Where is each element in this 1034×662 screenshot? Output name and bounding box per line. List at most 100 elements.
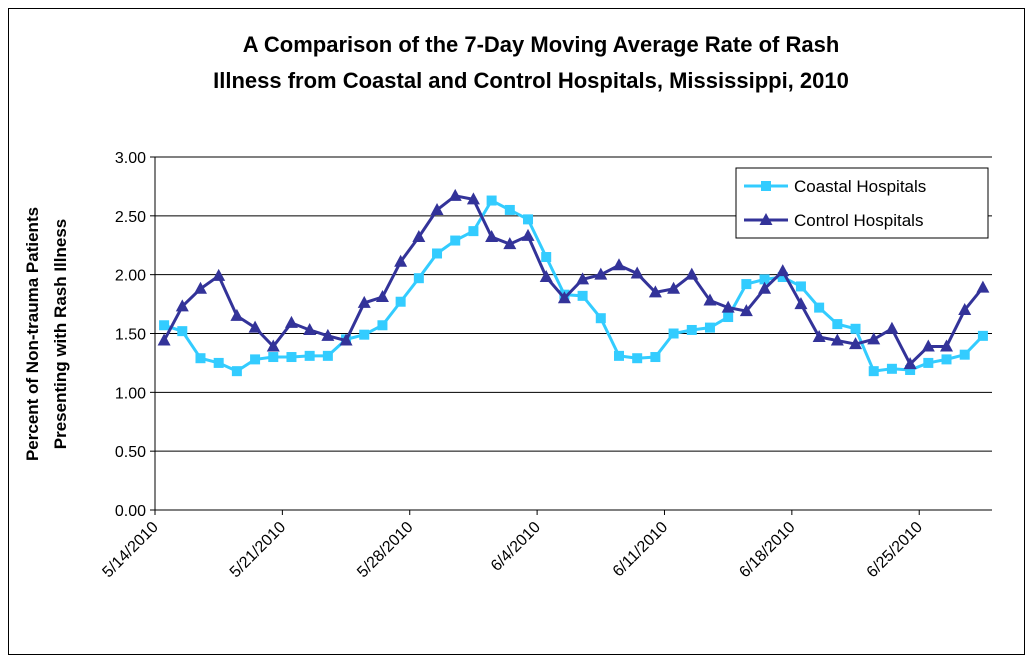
marker xyxy=(413,273,424,284)
marker xyxy=(923,357,934,368)
marker xyxy=(521,228,535,241)
marker xyxy=(466,192,480,205)
marker xyxy=(375,290,389,303)
marker xyxy=(450,235,461,246)
marker xyxy=(503,237,517,250)
marker xyxy=(284,315,298,328)
marker xyxy=(959,349,970,360)
marker xyxy=(577,290,588,301)
marker xyxy=(286,352,297,363)
marker xyxy=(830,333,844,346)
marker xyxy=(157,333,171,346)
chart-title: Illness from Coastal and Control Hospita… xyxy=(213,68,849,93)
marker xyxy=(976,280,990,293)
marker xyxy=(776,264,790,277)
marker xyxy=(195,353,206,364)
marker xyxy=(322,350,333,361)
marker xyxy=(486,195,497,206)
marker xyxy=(758,281,772,294)
marker xyxy=(849,337,863,350)
marker xyxy=(395,296,406,307)
marker xyxy=(412,230,426,243)
marker xyxy=(777,272,788,283)
legend-label: Control Hospitals xyxy=(794,211,923,230)
marker xyxy=(485,230,499,243)
marker xyxy=(886,363,897,374)
marker xyxy=(230,308,244,321)
marker xyxy=(885,321,899,334)
marker xyxy=(759,274,770,285)
marker xyxy=(576,272,590,285)
legend: Coastal Hospitals Control Hospitals xyxy=(735,167,989,239)
y-tick-label: 0.50 xyxy=(115,444,146,461)
marker xyxy=(231,366,242,377)
marker xyxy=(921,339,935,352)
marker xyxy=(612,258,626,271)
marker xyxy=(741,279,752,290)
y-tick-label: 2.00 xyxy=(115,268,146,285)
marker xyxy=(430,202,444,215)
marker xyxy=(703,293,717,306)
marker xyxy=(468,226,479,237)
marker xyxy=(557,291,571,304)
y-axis-label: Percent of Non-trauma Patients xyxy=(23,207,42,461)
marker xyxy=(377,320,388,331)
marker xyxy=(650,352,661,363)
chart-title: A Comparison of the 7-Day Moving Average… xyxy=(243,32,840,57)
legend-marker xyxy=(761,181,771,191)
legend-box xyxy=(735,167,989,239)
marker xyxy=(541,252,552,263)
marker xyxy=(339,333,353,346)
marker xyxy=(175,299,189,312)
marker xyxy=(903,357,917,370)
marker xyxy=(958,302,972,315)
marker xyxy=(248,320,262,333)
marker xyxy=(977,330,988,341)
marker xyxy=(212,268,226,281)
marker xyxy=(193,281,207,294)
marker xyxy=(613,350,624,361)
marker xyxy=(594,267,608,280)
marker xyxy=(359,329,370,340)
y-tick-label: 0.00 xyxy=(115,503,146,520)
marker xyxy=(812,330,826,343)
marker xyxy=(213,357,224,368)
marker xyxy=(685,267,699,280)
marker xyxy=(795,281,806,292)
marker xyxy=(723,312,734,323)
marker xyxy=(357,295,371,308)
marker xyxy=(504,204,515,215)
marker xyxy=(941,354,952,365)
marker xyxy=(523,214,534,225)
line xyxy=(162,194,985,367)
marker xyxy=(704,322,715,333)
marker xyxy=(739,304,753,317)
marker xyxy=(539,270,553,283)
marker xyxy=(595,313,606,324)
marker xyxy=(648,285,662,298)
marker xyxy=(177,326,188,337)
y-tick-label: 1.00 xyxy=(115,385,146,402)
line xyxy=(163,198,984,373)
marker xyxy=(394,254,408,267)
y-axis-label: Presenting with Rash Illness xyxy=(51,219,70,450)
marker xyxy=(832,319,843,330)
marker xyxy=(850,323,861,334)
marker xyxy=(321,328,335,341)
marker xyxy=(432,248,443,259)
marker xyxy=(686,324,697,335)
marker xyxy=(905,364,916,375)
marker xyxy=(266,339,280,352)
marker xyxy=(159,320,170,331)
legend-marker xyxy=(759,213,773,225)
marker xyxy=(867,332,881,345)
marker xyxy=(304,350,315,361)
marker xyxy=(667,281,681,294)
marker xyxy=(303,322,317,335)
y-tick-label: 1.50 xyxy=(115,327,146,344)
marker xyxy=(721,300,735,313)
marker xyxy=(668,328,679,339)
marker xyxy=(794,297,808,310)
marker xyxy=(250,354,261,365)
marker xyxy=(632,353,643,364)
